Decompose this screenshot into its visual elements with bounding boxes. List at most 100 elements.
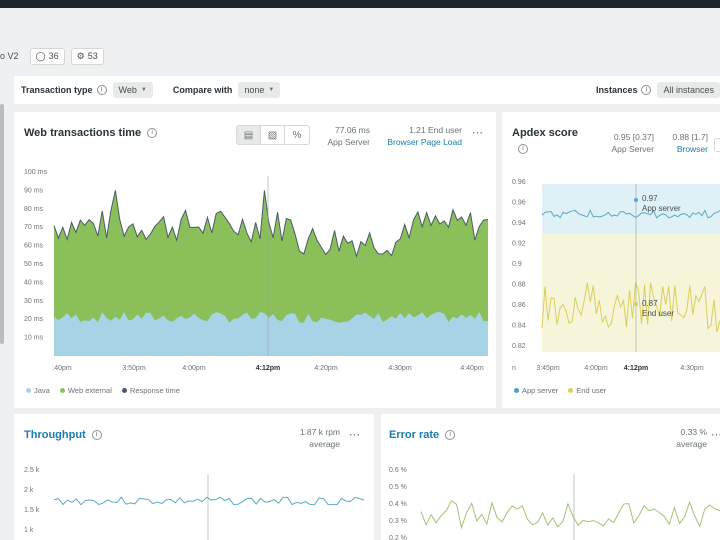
legend-label: App server xyxy=(522,386,559,395)
error-rate-title: Error rate i xyxy=(389,429,456,441)
more-options-button[interactable] xyxy=(714,138,720,152)
apdex-end-user-annot-label: End user xyxy=(642,309,675,318)
left-scrollbar[interactable] xyxy=(0,104,4,344)
throughput-line xyxy=(53,496,365,506)
web-transactions-title-text: Web transactions time xyxy=(24,127,142,139)
percent-icon[interactable]: % xyxy=(292,129,302,141)
apdex-legend: App server End user xyxy=(514,386,606,395)
error-rate-card: Error rate i 0.33 % average ⋯ 0.6 % 0.5 %… xyxy=(381,414,720,540)
app-server-metric: 77.06 ms App Server xyxy=(314,124,370,148)
more-options-icon[interactable]: ⋯ xyxy=(711,429,720,441)
x-tick-label: 4:30pm xyxy=(680,365,704,372)
end-user-value: 1.21 End user xyxy=(409,125,462,135)
compare-with-label: Compare with xyxy=(172,85,233,95)
end-user-metric: 1.21 End user Browser Page Load xyxy=(374,124,462,148)
web-transactions-title: Web transactions time i xyxy=(24,127,158,139)
y-tick-label: 0.96 xyxy=(512,179,526,186)
legend-swatch xyxy=(26,388,31,393)
gear-icon: ⚙ xyxy=(76,50,85,61)
instances-text: Instances xyxy=(595,85,638,95)
more-options-icon[interactable]: ⋯ xyxy=(472,127,484,139)
legend-label: Web external xyxy=(67,386,112,395)
y-tick-label: 0.2 % xyxy=(389,535,407,540)
info-icon[interactable]: i xyxy=(641,85,652,95)
apdex-browser-link[interactable]: Browser xyxy=(676,144,708,154)
throughput-title-text[interactable]: Throughput xyxy=(24,429,86,441)
y-tick-label: 100 ms xyxy=(24,169,47,176)
info-icon[interactable]: i xyxy=(96,85,107,95)
legend-app-server[interactable]: App server xyxy=(514,386,558,395)
transaction-type-label: Transaction type i xyxy=(21,85,107,95)
apdex-app-server-value: 0.95 [0.37] xyxy=(613,132,654,142)
apdex-end-user-annot-value: 0.87 xyxy=(642,299,658,308)
y-tick-label: 0.4 % xyxy=(389,501,407,508)
web-transactions-card: Web transactions time i ▤ ▧ % 77.06 ms A… xyxy=(14,112,496,408)
y-tick-label: 2.5 k xyxy=(24,467,40,474)
y-tick-label: 30 ms xyxy=(24,298,44,305)
y-tick-label: 60 ms xyxy=(24,243,44,250)
y-tick-label: 2 k xyxy=(24,487,34,494)
y-tick-label: 0.96 xyxy=(512,200,526,207)
apdex-app-server-annot-value: 0.97 xyxy=(642,194,658,203)
info-icon[interactable]: i xyxy=(147,128,158,138)
y-tick-label: 0.3 % xyxy=(389,518,407,525)
y-tick-label: 0.5 % xyxy=(389,484,407,491)
settings-chip[interactable]: ⚙ 53 xyxy=(70,47,104,65)
y-tick-label: 70 ms xyxy=(24,224,44,231)
y-tick-label: 1.5 k xyxy=(24,507,40,514)
app-version-label: o V2 xyxy=(0,51,19,61)
apdex-app-server-tooltip: 0.97 App server xyxy=(642,194,681,214)
throughput-metric: 1.87 k rpm average xyxy=(254,426,340,450)
apdex-app-server-annot-label: App server xyxy=(642,204,681,213)
legend-end-user[interactable]: End user xyxy=(568,386,606,395)
settings-count: 53 xyxy=(87,51,98,61)
y-tick-label: 0.92 xyxy=(512,241,526,248)
transaction-type-dropdown[interactable]: Web ▼ xyxy=(112,82,153,98)
y-tick-label: 1 k xyxy=(24,527,34,534)
java-area xyxy=(54,311,488,356)
x-tick-label: 4:12pm xyxy=(256,365,281,372)
legend-swatch xyxy=(59,388,65,393)
throughput-card: Throughput i 1.87 k rpm average ⋯ 2.5 k 2… xyxy=(14,414,374,540)
chevron-down-icon: ▼ xyxy=(140,87,147,93)
bar-chart-icon[interactable]: ▧ xyxy=(261,126,285,144)
entity-tags-bar: o V2 ◯ 36 ⚙ 53 xyxy=(0,46,104,66)
app-server-band xyxy=(542,184,720,234)
apdex-chart: 0.96 0.96 0.94 0.92 0.9 0.88 0.86 0.84 0.82 n 3:45… xyxy=(512,179,720,372)
compare-with-value: none xyxy=(244,85,265,95)
end-user-line xyxy=(541,282,720,333)
apdex-title: Apdex score xyxy=(512,127,579,139)
info-icon[interactable]: i xyxy=(518,144,528,154)
instances-dropdown[interactable]: All instances xyxy=(657,82,720,98)
app-server-marker xyxy=(634,198,638,202)
area-chart-icon[interactable]: ▤ xyxy=(237,126,261,144)
apdex-app-server-label: App Server xyxy=(611,144,654,154)
more-options-icon[interactable]: ⋯ xyxy=(349,429,361,441)
throughput-title: Throughput i xyxy=(24,429,102,441)
legend-java[interactable]: Java xyxy=(26,386,50,395)
transaction-type-text: Transaction type xyxy=(21,85,93,95)
error-rate-chart: 0.6 % 0.5 % 0.4 % 0.3 % 0.2 % xyxy=(389,467,720,540)
browser-page-load-link[interactable]: Browser Page Load xyxy=(387,137,462,147)
transaction-type-value: Web xyxy=(118,85,137,95)
x-tick-label: 4:00pm xyxy=(182,365,206,372)
legend-swatch xyxy=(568,388,574,393)
error-rate-title-text[interactable]: Error rate xyxy=(389,429,440,441)
info-icon[interactable]: i xyxy=(91,430,102,440)
compare-with-dropdown[interactable]: none ▼ xyxy=(238,82,281,98)
end-user-marker xyxy=(634,302,638,306)
throughput-value-label: average xyxy=(309,439,340,449)
legend-response-time[interactable]: Response time xyxy=(121,386,180,395)
legend-web-external[interactable]: Web external xyxy=(59,386,112,395)
instances-label: Instances i xyxy=(596,85,652,95)
y-tick-label: 40 ms xyxy=(24,279,44,286)
y-tick-label: 80 ms xyxy=(24,206,44,213)
error-rate-value: 0.33 % xyxy=(680,427,707,437)
y-tick-label: 0.84 xyxy=(512,323,526,330)
apdex-card: Apdex score i 0.95 [0.37] App Server 0.8… xyxy=(502,112,720,408)
info-icon[interactable]: i xyxy=(445,430,456,440)
apdex-browser-metric: 0.88 [1.7] Browser xyxy=(658,131,708,155)
legend-swatch xyxy=(121,388,127,393)
tags-chip[interactable]: ◯ 36 xyxy=(29,47,65,65)
x-tick-label: 3:50pm xyxy=(122,365,146,372)
